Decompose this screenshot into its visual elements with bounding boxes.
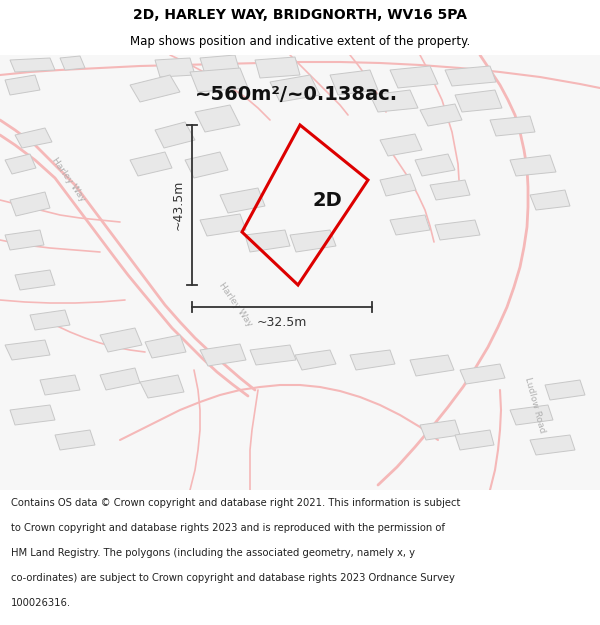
Polygon shape [455, 430, 494, 450]
Polygon shape [60, 56, 85, 70]
Text: ~560m²/~0.138ac.: ~560m²/~0.138ac. [195, 86, 398, 104]
Polygon shape [530, 190, 570, 210]
Polygon shape [130, 152, 172, 176]
Polygon shape [15, 270, 55, 290]
Polygon shape [5, 75, 40, 95]
Polygon shape [5, 340, 50, 360]
Polygon shape [410, 355, 454, 376]
Polygon shape [140, 375, 184, 398]
Polygon shape [10, 405, 55, 425]
Text: to Crown copyright and database rights 2023 and is reproduced with the permissio: to Crown copyright and database rights 2… [11, 523, 445, 533]
Polygon shape [490, 116, 535, 136]
Polygon shape [510, 405, 553, 425]
Polygon shape [445, 66, 496, 86]
Polygon shape [40, 375, 80, 395]
Polygon shape [420, 420, 460, 440]
Text: ~43.5m: ~43.5m [172, 180, 185, 230]
Polygon shape [190, 68, 248, 92]
Text: Harley Way: Harley Way [50, 156, 86, 204]
Text: 100026316.: 100026316. [11, 598, 71, 608]
Polygon shape [55, 430, 95, 450]
Polygon shape [295, 350, 336, 370]
Polygon shape [545, 380, 585, 400]
Text: Contains OS data © Crown copyright and database right 2021. This information is : Contains OS data © Crown copyright and d… [11, 498, 460, 508]
Polygon shape [380, 174, 416, 196]
Polygon shape [130, 75, 180, 102]
Polygon shape [245, 230, 290, 252]
Polygon shape [155, 122, 195, 148]
Polygon shape [10, 58, 55, 72]
Polygon shape [390, 66, 438, 88]
Polygon shape [290, 230, 336, 252]
Polygon shape [100, 328, 142, 352]
Polygon shape [330, 70, 378, 95]
Text: HM Land Registry. The polygons (including the associated geometry, namely x, y: HM Land Registry. The polygons (includin… [11, 548, 415, 558]
Polygon shape [420, 104, 462, 126]
Polygon shape [460, 364, 505, 384]
Polygon shape [5, 230, 44, 250]
Polygon shape [255, 57, 300, 78]
Polygon shape [530, 435, 575, 455]
Text: Harley Way: Harley Way [217, 281, 253, 329]
Polygon shape [270, 75, 320, 102]
Polygon shape [435, 220, 480, 240]
Polygon shape [100, 368, 140, 390]
Polygon shape [390, 215, 430, 235]
Text: 2D, HARLEY WAY, BRIDGNORTH, WV16 5PA: 2D, HARLEY WAY, BRIDGNORTH, WV16 5PA [133, 8, 467, 22]
Polygon shape [30, 310, 70, 330]
Polygon shape [220, 188, 265, 213]
Polygon shape [455, 90, 502, 112]
Polygon shape [5, 154, 36, 174]
Polygon shape [200, 344, 246, 366]
Polygon shape [200, 214, 246, 236]
Text: Map shows position and indicative extent of the property.: Map shows position and indicative extent… [130, 35, 470, 48]
Polygon shape [370, 90, 418, 112]
Text: co-ordinates) are subject to Crown copyright and database rights 2023 Ordnance S: co-ordinates) are subject to Crown copyr… [11, 573, 455, 583]
Polygon shape [250, 345, 296, 365]
Polygon shape [415, 154, 455, 176]
Text: ~32.5m: ~32.5m [257, 316, 307, 329]
Polygon shape [510, 155, 556, 176]
Polygon shape [185, 152, 228, 178]
Polygon shape [10, 192, 50, 216]
Text: 2D: 2D [312, 191, 342, 210]
Polygon shape [350, 350, 395, 370]
Polygon shape [200, 55, 240, 74]
Polygon shape [15, 128, 52, 148]
Polygon shape [155, 58, 195, 77]
Polygon shape [195, 105, 240, 132]
Polygon shape [145, 335, 186, 358]
Text: Ludlow Road: Ludlow Road [523, 376, 547, 434]
Polygon shape [430, 180, 470, 200]
Polygon shape [380, 134, 422, 156]
